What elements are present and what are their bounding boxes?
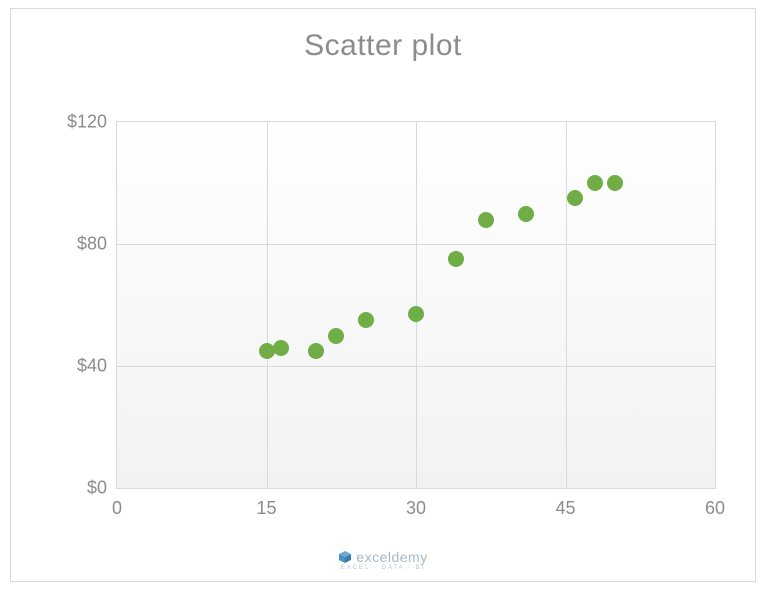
- x-tick-label: 30: [406, 498, 426, 519]
- y-tick-label: $40: [77, 356, 107, 377]
- x-tick-label: 15: [256, 498, 276, 519]
- data-point: [478, 212, 494, 228]
- data-point: [308, 343, 324, 359]
- data-point: [448, 251, 464, 267]
- gridline-vertical: [416, 122, 417, 488]
- plot-area: 015304560$0$40$80$120: [116, 121, 716, 489]
- x-tick-label: 0: [112, 498, 122, 519]
- y-tick-label: $120: [67, 112, 107, 133]
- y-tick-label: $0: [87, 478, 107, 499]
- data-point: [408, 306, 424, 322]
- chart-frame: Scatter plot 015304560$0$40$80$120 excel…: [10, 8, 756, 582]
- data-point: [567, 190, 583, 206]
- y-tick-label: $80: [77, 234, 107, 255]
- x-tick-label: 60: [705, 498, 725, 519]
- data-point: [587, 175, 603, 191]
- watermark-sub: EXCEL · DATA · BI: [11, 565, 755, 571]
- data-point: [518, 206, 534, 222]
- gridline-horizontal: [117, 244, 715, 245]
- data-point: [273, 340, 289, 356]
- gridline-vertical: [566, 122, 567, 488]
- data-point: [358, 312, 374, 328]
- chart-title: Scatter plot: [11, 29, 755, 63]
- data-point: [328, 328, 344, 344]
- data-point: [259, 343, 275, 359]
- x-tick-label: 45: [555, 498, 575, 519]
- gridline-vertical: [267, 122, 268, 488]
- watermark-text: exceldemy: [356, 549, 427, 565]
- data-point: [607, 175, 623, 191]
- gridline-horizontal: [117, 366, 715, 367]
- watermark: exceldemy EXCEL · DATA · BI: [11, 549, 755, 571]
